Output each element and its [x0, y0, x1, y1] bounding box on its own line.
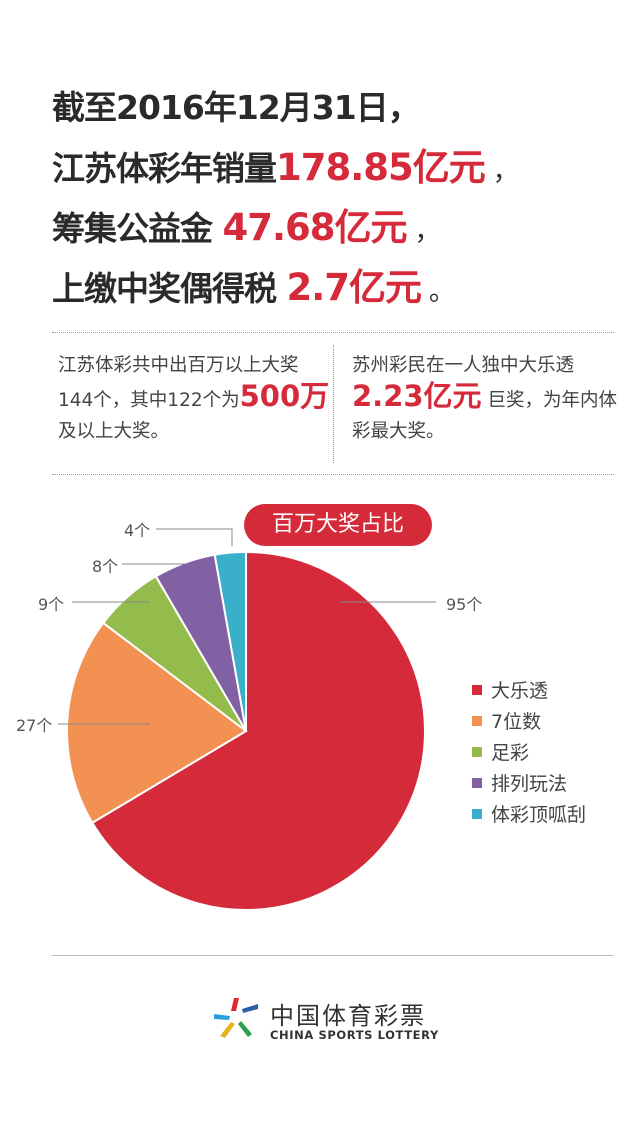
legend-item-2: 7位数: [472, 707, 586, 738]
tax-punct: 。: [429, 277, 455, 307]
welfare-value: 47.68亿元: [222, 206, 408, 249]
legend-label: 体彩顶呱刮: [491, 804, 587, 826]
stat-right-line1: 苏州彩民在一人独中大乐透: [352, 355, 575, 376]
sales-punct: ，: [492, 157, 519, 187]
tax-value: 2.7亿元: [286, 266, 423, 309]
headline: 截至2016年12月31日， 江苏体彩年销量178.85亿元， 筹集公益金 47…: [52, 78, 612, 318]
lottery-logo-icon: [214, 998, 258, 1038]
stat-left-line2: 144个，其中122个为500万: [58, 381, 330, 416]
stat-right-value: 2.23亿元: [352, 379, 482, 413]
legend-item-5: 体彩顶呱刮: [472, 800, 586, 831]
stat-left-line3: 及以上大奖。: [58, 421, 170, 442]
tax-label: 上缴中奖偶得税: [52, 269, 277, 308]
headline-date: 截至2016年12月31日，: [52, 78, 612, 138]
legend-label: 足彩: [491, 742, 530, 764]
legend-swatch: [472, 746, 482, 757]
headline-sales: 江苏体彩年销量178.85亿元，: [52, 138, 612, 198]
welfare-punct: ，: [414, 217, 441, 247]
sales-label: 江苏体彩年销量: [52, 149, 277, 188]
legend-item-1: 大乐透: [472, 676, 586, 707]
headline-tax: 上缴中奖偶得税 2.7亿元。: [52, 258, 612, 318]
stat-left-prefix: 144个，其中122个为: [58, 390, 240, 411]
leader-line-5: [156, 528, 233, 546]
headline-welfare: 筹集公益金 47.68亿元，: [52, 198, 612, 258]
legend-item-3: 足彩: [472, 738, 586, 769]
legend-swatch: [472, 808, 482, 819]
chart-title: 百万大奖占比: [244, 504, 432, 546]
logo-cn-text: 中国体育彩票: [270, 1002, 426, 1030]
legend-label: 排列玩法: [491, 773, 568, 795]
pie-chart: 95个 27个 9个 8个 4个: [16, 521, 482, 911]
legend-swatch: [472, 777, 482, 788]
divider-top: [52, 332, 614, 333]
stat-left-value: 500万: [239, 379, 330, 413]
legend-label: 7位数: [491, 711, 542, 733]
pie-slice-5: [213, 550, 247, 732]
legend-swatch: [472, 715, 482, 726]
footer-divider: [52, 955, 614, 956]
stat-right-line3: 彩最大奖。: [352, 421, 445, 442]
pie-slice-1: [90, 550, 426, 911]
divider-vertical: [333, 345, 334, 463]
legend-label: 大乐透: [491, 680, 549, 702]
stat-biggest-prize: 苏州彩民在一人独中大乐透 2.23亿元 巨奖，为年内体 彩最大奖。: [352, 350, 617, 447]
stat-right-suffix: 巨奖，为年内体: [487, 390, 617, 411]
legend-swatch: [472, 684, 482, 695]
stat-right-line2: 2.23亿元 巨奖，为年内体: [352, 379, 617, 416]
slice-label-2: 27个: [16, 716, 52, 735]
sales-value: 178.85亿元: [276, 146, 486, 189]
slice-label-3: 9个: [38, 595, 64, 614]
welfare-label: 筹集公益金: [52, 209, 213, 248]
pie-slice-2: [66, 621, 248, 825]
slice-label-1: 95个: [446, 595, 482, 614]
slice-label-4: 8个: [92, 557, 118, 576]
slice-label-5: 4个: [124, 521, 150, 540]
stat-left-line1: 江苏体彩共中出百万以上大奖: [58, 355, 299, 376]
headline-date-text: 截至2016年12月31日，: [52, 88, 421, 127]
stat-jackpots: 江苏体彩共中出百万以上大奖 144个，其中122个为500万 及以上大奖。: [58, 350, 330, 447]
chart-legend: 大乐透 7位数足彩排列玩法体彩顶呱刮: [472, 676, 586, 831]
logo-en-text: CHINA SPORTS LOTTERY: [270, 1028, 439, 1042]
legend-item-4: 排列玩法: [472, 769, 586, 800]
divider-bottom: [52, 474, 614, 475]
